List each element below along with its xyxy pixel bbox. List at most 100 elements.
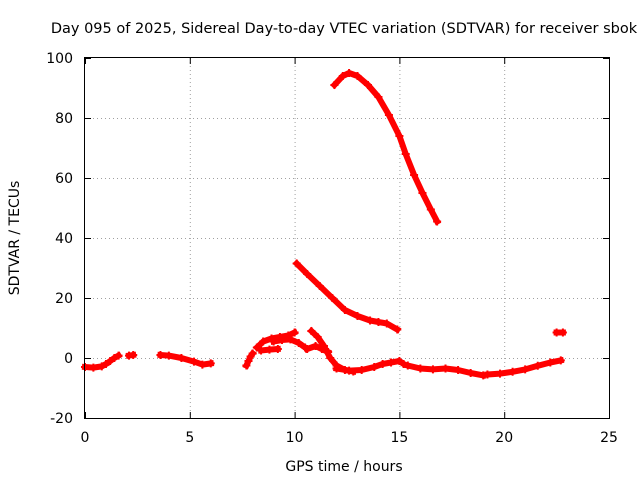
data-point [278, 336, 287, 344]
data-point [110, 354, 119, 362]
data-point [313, 333, 322, 341]
x-axis-label: GPS time / hours [285, 459, 402, 475]
y-tick-label: -20 [50, 411, 73, 427]
series-arc-5 [242, 349, 257, 370]
data-point [403, 361, 412, 370]
data-point [401, 150, 410, 158]
data-point [357, 366, 366, 374]
data-point [294, 339, 303, 347]
data-point [330, 81, 339, 89]
data-point [269, 337, 278, 346]
data-point [416, 364, 425, 373]
data-point [114, 351, 123, 360]
y-axis-label: SDTVAR / TECUs [7, 181, 23, 296]
y-tick-label: 40 [55, 231, 73, 247]
x-tick-label: 15 [390, 430, 408, 446]
data-point [374, 93, 383, 101]
data-point [410, 171, 419, 179]
data-point [89, 363, 98, 372]
x-tick-label: 0 [81, 430, 90, 446]
data-point [483, 370, 492, 379]
data-point [324, 348, 333, 356]
data-point [340, 306, 349, 314]
data-point [106, 357, 115, 365]
plot-frame [84, 57, 610, 419]
data-point [345, 366, 354, 375]
data-point [382, 319, 391, 328]
data-point [395, 357, 404, 365]
data-point [307, 327, 316, 335]
data-point [189, 357, 198, 366]
data-point [556, 356, 565, 365]
data-point [311, 342, 320, 350]
data-point [332, 364, 341, 373]
data-point [244, 357, 253, 365]
y-tick-label: 80 [55, 111, 73, 127]
data-point [370, 363, 379, 371]
data-point [326, 354, 335, 362]
data-point [273, 345, 282, 353]
data-point [558, 328, 567, 337]
data-point [353, 312, 362, 320]
data-point [292, 259, 301, 268]
data-point [521, 365, 530, 374]
data-point [441, 364, 450, 373]
data-point [384, 111, 393, 119]
data-point [303, 270, 312, 278]
data-point [286, 335, 295, 344]
data-point [303, 345, 312, 353]
data-point [418, 189, 427, 197]
data-point [248, 349, 257, 358]
data-point [393, 325, 402, 334]
data-point [433, 217, 442, 226]
data-point [265, 345, 274, 354]
series-arc-10 [303, 343, 333, 356]
x-tick-label: 10 [286, 430, 304, 446]
data-point [206, 359, 215, 368]
x-tick-label: 25 [600, 430, 618, 446]
data-point [252, 343, 261, 352]
data-point [387, 358, 396, 367]
grid-lines [85, 58, 609, 418]
data-point [242, 361, 251, 370]
data-point [317, 345, 326, 353]
data-point [345, 69, 354, 77]
data-point [315, 282, 324, 290]
data-point [328, 294, 337, 302]
data-point [259, 337, 268, 346]
data-point [129, 351, 138, 359]
data-point [198, 360, 207, 369]
data-point [378, 360, 387, 368]
y-tick-label: 60 [55, 171, 73, 187]
data-point [101, 360, 110, 368]
data-point [374, 318, 383, 326]
data-point [466, 369, 475, 377]
data-point [496, 369, 505, 378]
y-tick-label: 20 [55, 291, 73, 307]
data-point [156, 351, 165, 359]
x-tick-label: 20 [495, 430, 513, 446]
series-arc-1 [81, 359, 111, 371]
tick-labels: 0 5 10 15 20 25 -20 0 20 40 60 80 100 [46, 51, 618, 446]
data-point [426, 205, 435, 214]
data-point [533, 361, 542, 370]
x-tick-label: 5 [185, 430, 194, 446]
y-tick-label: 100 [46, 51, 73, 67]
series-arc-15 [292, 259, 402, 334]
data-point [428, 365, 437, 374]
data-point [363, 81, 372, 89]
data-point [366, 316, 375, 325]
data-point [353, 72, 362, 80]
data-point [546, 358, 555, 367]
data-point [290, 328, 299, 337]
data-point [257, 346, 266, 355]
data-point [454, 366, 463, 374]
chart-title: Day 095 of 2025, Sidereal Day-to-day VTE… [51, 21, 638, 37]
data-point [508, 367, 517, 376]
data-point [164, 351, 173, 360]
data-point [338, 72, 347, 80]
data-point [177, 354, 186, 362]
data-point [395, 132, 404, 140]
